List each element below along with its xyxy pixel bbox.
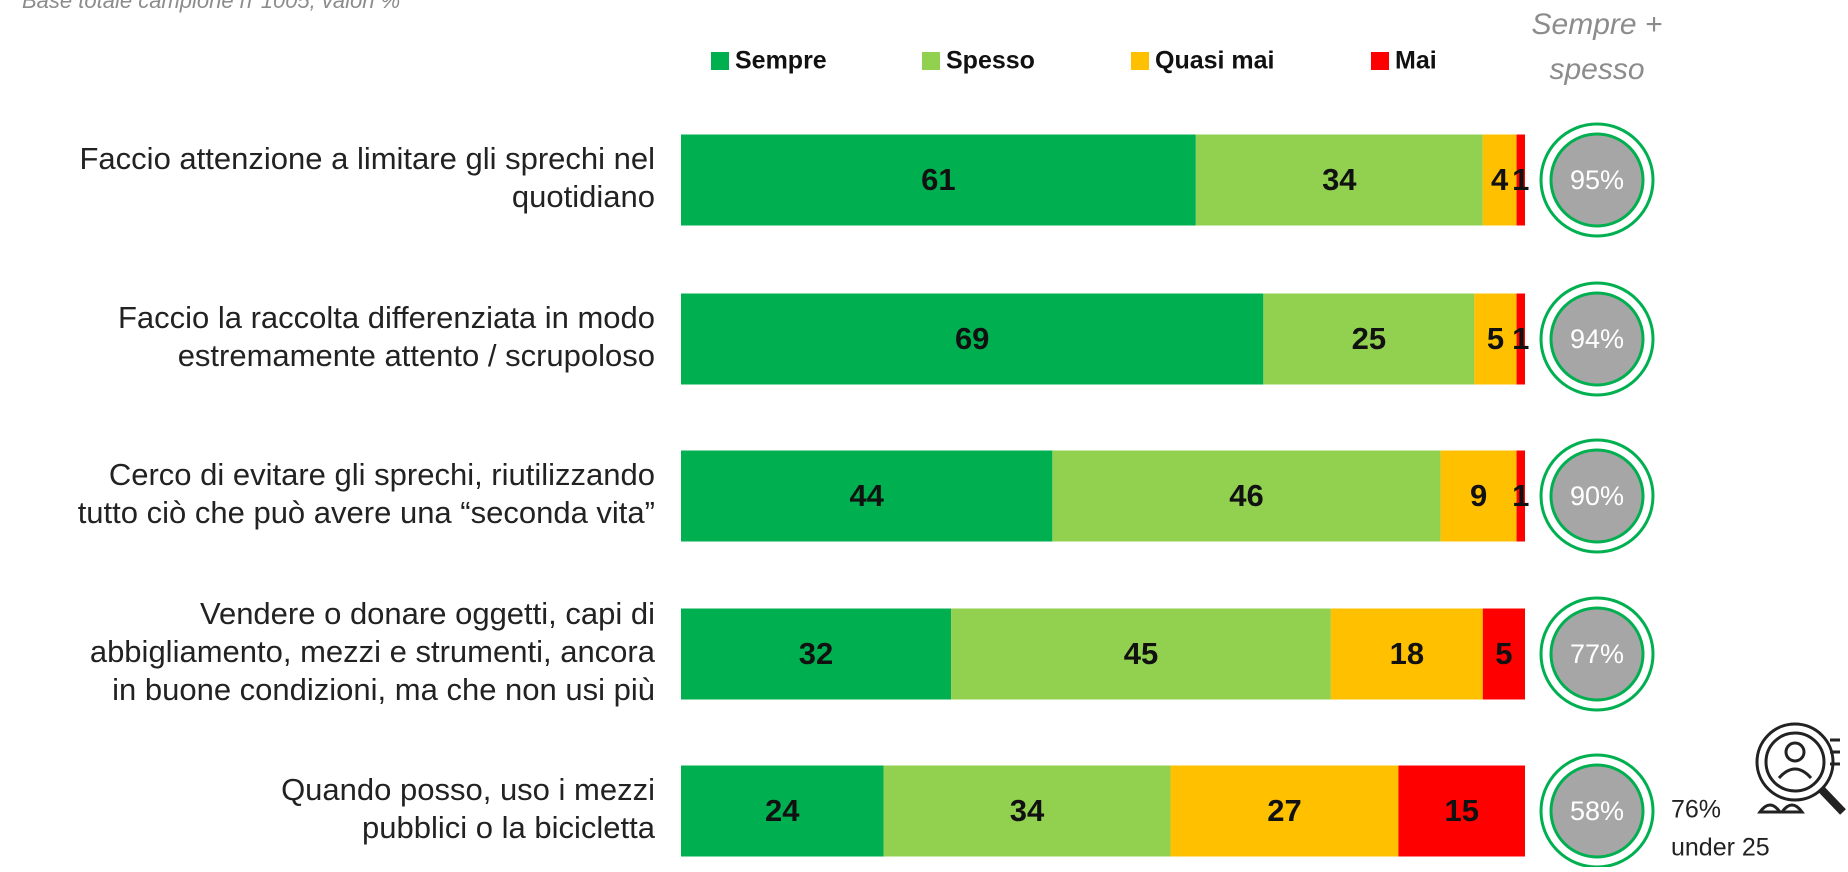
totals-header: spesso [1549, 53, 1644, 86]
icon [1755, 722, 1846, 815]
legend-swatch [711, 52, 729, 70]
annotation: under 25 [1671, 834, 1770, 862]
legend-label: Quasi mai [1155, 47, 1275, 75]
data-label: 18 [1390, 636, 1424, 671]
bar-segment [1170, 765, 1399, 857]
bar-segment [1330, 608, 1483, 700]
bar-segment [681, 608, 952, 700]
data-label: 9 [1470, 478, 1487, 513]
total-ring [1539, 281, 1655, 397]
bar-segment [1440, 450, 1517, 542]
total-circle [1549, 763, 1645, 859]
bar-segment [883, 765, 1171, 857]
bar-segment [1195, 134, 1483, 226]
data-label: 46 [1229, 478, 1263, 513]
total-circle [1549, 448, 1645, 544]
annotation: 76% [1671, 796, 1721, 824]
total-label: 58% [1570, 796, 1624, 826]
bar-segment [1263, 293, 1475, 385]
total-ring [1539, 438, 1655, 554]
total-label: 94% [1570, 324, 1624, 354]
data-label: 5 [1487, 321, 1504, 356]
data-label: 4 [1491, 162, 1509, 197]
bar-segment [1052, 450, 1441, 542]
category-label: Faccio attenzione a limitare gli sprechi… [80, 141, 656, 176]
category-label: in buone condizioni, ma che non usi più [112, 672, 655, 707]
total-circle [1549, 606, 1645, 702]
bar-segment [1398, 765, 1525, 857]
category-label: tutto ciò che può avere una “seconda vit… [78, 495, 655, 530]
data-label: 32 [799, 636, 833, 671]
bar-segment [681, 134, 1196, 226]
total-ring [1539, 596, 1655, 712]
category-label: Faccio la raccolta differenziata in modo [118, 300, 655, 335]
data-label: 69 [955, 321, 989, 356]
bar-segment [681, 765, 884, 857]
total-label: 95% [1570, 165, 1624, 195]
category-label: pubblici o la bicicletta [362, 810, 656, 845]
bar-segment [1516, 134, 1525, 226]
data-label: 61 [921, 162, 955, 197]
legend-swatch [922, 52, 940, 70]
data-label: 1 [1512, 478, 1529, 513]
data-label: 1 [1512, 321, 1529, 356]
data-label: 1 [1512, 162, 1529, 197]
bar-segment [1516, 450, 1525, 542]
data-label: 5 [1495, 636, 1512, 671]
bar-segment [951, 608, 1331, 700]
data-label: 34 [1010, 793, 1045, 828]
bar-segment [1474, 293, 1517, 385]
legend-label: Sempre [735, 47, 827, 75]
subtitle: Base totale campione n°1005, valori % [22, 0, 400, 13]
legend-label: Spesso [946, 47, 1035, 75]
data-label: 45 [1124, 636, 1158, 671]
bar-segment [1482, 608, 1525, 700]
legend-swatch [1131, 52, 1149, 70]
category-label: estremamente attento / scrupoloso [178, 338, 655, 373]
data-label: 34 [1322, 162, 1357, 197]
data-label: 44 [849, 478, 884, 513]
category-label: Vendere o donare oggetti, capi di [200, 596, 655, 631]
category-label: quotidiano [512, 179, 655, 214]
bar-segment [681, 293, 1264, 385]
bar-segment [1516, 293, 1525, 385]
totals-header: Sempre + [1532, 8, 1663, 41]
legend-label: Mai [1395, 47, 1437, 75]
data-label: 24 [765, 793, 800, 828]
data-label: 15 [1444, 793, 1478, 828]
category-label: Quando posso, uso i mezzi [281, 772, 655, 807]
bar-segment [1482, 134, 1517, 226]
total-label: 77% [1570, 639, 1624, 669]
total-label: 90% [1570, 481, 1624, 511]
category-label: abbigliamento, mezzi e strumenti, ancora [90, 634, 656, 669]
total-ring [1539, 122, 1655, 238]
category-label: Cerco di evitare gli sprechi, riutilizza… [109, 457, 655, 492]
total-circle [1549, 132, 1645, 228]
total-circle [1549, 291, 1645, 387]
legend-swatch [1371, 52, 1389, 70]
bar-segment [681, 450, 1053, 542]
data-label: 25 [1352, 321, 1386, 356]
data-label: 27 [1267, 793, 1301, 828]
